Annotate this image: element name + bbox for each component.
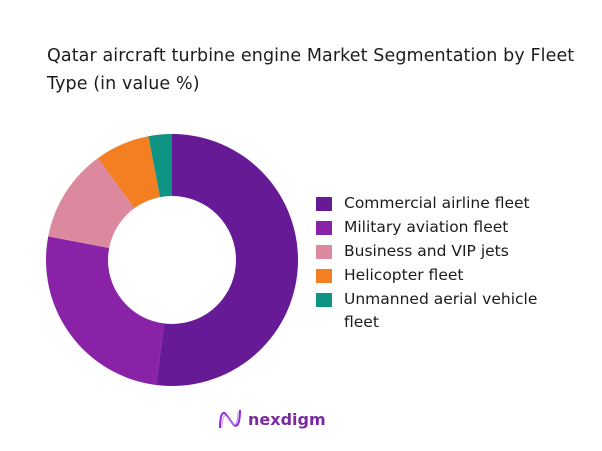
- donut-hole: [108, 196, 236, 324]
- legend-item-commercial: Commercial airline fleet: [316, 192, 564, 215]
- legend-swatch: [316, 293, 332, 307]
- nexdigm-logo: nexdigm: [218, 408, 326, 430]
- legend-item-helicopter: Helicopter fleet: [316, 264, 564, 287]
- legend-label: Commercial airline fleet: [344, 194, 530, 212]
- legend-swatch: [316, 245, 332, 259]
- legend-swatch: [316, 269, 332, 283]
- legend-swatch: [316, 197, 332, 211]
- legend-swatch: [316, 221, 332, 235]
- legend-item-uav: Unmanned aerial vehicle fleet: [316, 288, 564, 334]
- legend-item-military: Military aviation fleet: [316, 216, 564, 239]
- chart-title: Qatar aircraft turbine engine Market Seg…: [47, 46, 575, 94]
- legend-label: Business and VIP jets: [344, 242, 509, 260]
- legend-label: Military aviation fleet: [344, 218, 509, 236]
- chart-legend: Commercial airline fleet Military aviati…: [316, 192, 564, 335]
- logo-text: nexdigm: [248, 409, 326, 429]
- legend-label: Unmanned aerial vehicle fleet: [344, 290, 538, 331]
- legend-label: Helicopter fleet: [344, 266, 464, 284]
- nexdigm-logo-icon: [219, 409, 241, 429]
- legend-item-business: Business and VIP jets: [316, 240, 564, 263]
